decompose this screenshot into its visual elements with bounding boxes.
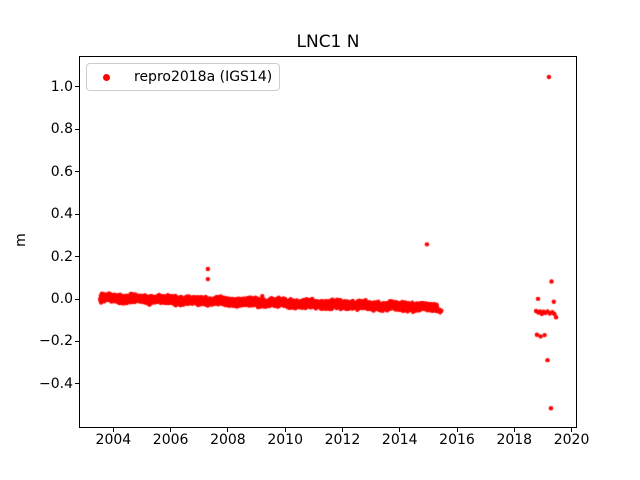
x-tick-mark xyxy=(456,428,458,432)
y-tick-label: −0.4 xyxy=(39,375,73,392)
x-tick-mark xyxy=(284,428,286,432)
x-tick-mark xyxy=(399,428,401,432)
y-tick-mark xyxy=(75,86,79,88)
x-tick-mark xyxy=(170,428,172,432)
x-tick-label: 2012 xyxy=(324,432,361,448)
y-tick-label: −0.2 xyxy=(39,333,73,350)
x-tick-mark xyxy=(513,428,515,432)
x-tick-label: 2018 xyxy=(496,432,533,448)
x-tick-label: 2016 xyxy=(439,432,475,448)
x-tick-mark xyxy=(227,428,229,432)
x-tick-label: 2004 xyxy=(95,432,132,448)
legend-label: repro2018a (IGS14) xyxy=(134,69,273,85)
y-tick-mark xyxy=(75,213,79,215)
y-tick-mark xyxy=(75,256,79,258)
scatter-points-canvas xyxy=(79,56,577,428)
legend-marker-dot-icon xyxy=(103,73,110,81)
y-tick-mark xyxy=(75,298,79,300)
y-tick-mark xyxy=(75,171,79,173)
x-tick-label: 2006 xyxy=(152,432,189,448)
x-tick-label: 2010 xyxy=(267,432,303,448)
x-tick-mark xyxy=(341,428,343,432)
x-tick-label: 2008 xyxy=(210,432,246,448)
y-tick-label: 0.2 xyxy=(50,248,73,265)
x-tick-mark xyxy=(571,428,573,432)
x-tick-label: 2014 xyxy=(381,432,418,448)
y-tick-mark xyxy=(75,128,79,130)
y-tick-label: 1.0 xyxy=(50,78,73,95)
y-tick-label: 0.4 xyxy=(50,206,73,223)
y-tick-mark xyxy=(75,340,79,342)
y-tick-label: 0.6 xyxy=(50,163,73,180)
legend: repro2018a (IGS14) xyxy=(86,63,280,91)
y-tick-label: 0.8 xyxy=(50,121,73,138)
chart-title: LNC1 N xyxy=(296,32,360,52)
y-tick-label: 0.0 xyxy=(50,291,73,308)
x-tick-mark xyxy=(112,428,114,432)
x-tick-label: 2020 xyxy=(553,432,590,448)
y-tick-mark xyxy=(75,383,79,385)
